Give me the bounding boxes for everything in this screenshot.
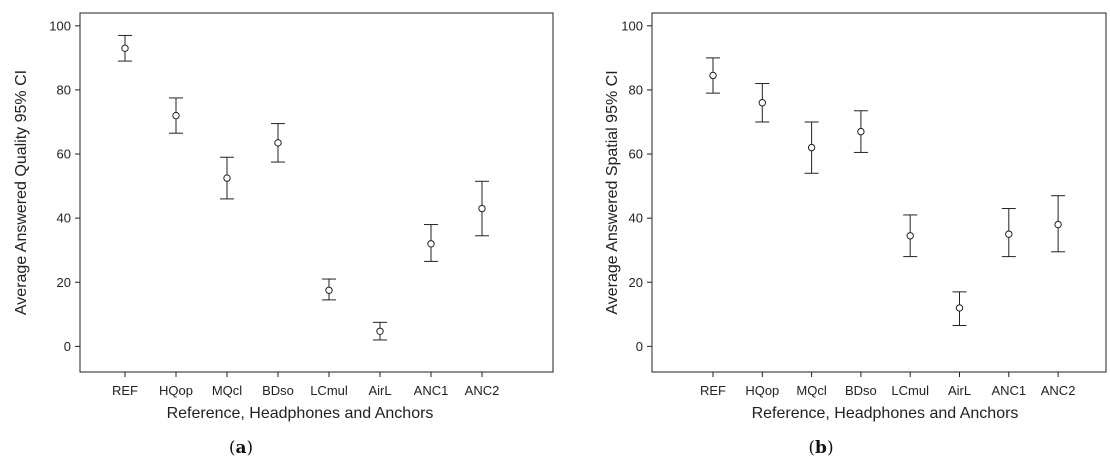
mean-point xyxy=(121,44,129,52)
y-tick-label-a: 60 xyxy=(57,147,71,162)
errorbar-a-hqop xyxy=(169,97,183,134)
mean-point xyxy=(274,139,282,147)
errorbar-a-anc1 xyxy=(424,224,438,262)
mean-point xyxy=(1054,220,1062,229)
x-tick-label-b: MQcl xyxy=(796,383,826,398)
plot-frame-a xyxy=(79,12,554,373)
x-tick-label-a: AirL xyxy=(368,383,391,398)
x-tick-label-a: HQop xyxy=(159,383,193,398)
x-axis-title-a: Reference, Headphones and Anchors xyxy=(167,405,434,422)
y-tick-label-a: 40 xyxy=(57,211,71,226)
x-axis-title-b: Reference, Headphones and Anchors xyxy=(752,405,1019,422)
x-tick-label-b: REF xyxy=(700,383,726,398)
y-tick-label-b: 20 xyxy=(629,275,643,290)
x-tick-label-b: AirL xyxy=(948,383,971,398)
errorbar-a-bdso xyxy=(271,123,285,163)
mean-point xyxy=(427,240,435,248)
mean-point xyxy=(376,327,384,335)
panel-label-b-text: b xyxy=(815,438,827,458)
x-tick-label-a: MQcl xyxy=(212,383,242,398)
y-axis-title-a: Average Answered Quality 95% CI xyxy=(13,70,30,315)
mean-point xyxy=(223,174,231,182)
x-tick-label-b: BDso xyxy=(845,383,877,398)
x-tick-label-a: BDso xyxy=(262,383,294,398)
errorbar-a-lcmul xyxy=(322,278,336,301)
errorbar-b-airl xyxy=(952,291,967,327)
x-tick-label-a: ANC1 xyxy=(414,383,449,398)
x-tick-label-b: ANC2 xyxy=(1041,383,1076,398)
y-tick-label-b: 40 xyxy=(629,211,643,226)
errorbar-a-airl xyxy=(373,321,387,341)
x-tick-label-a: LCmul xyxy=(310,383,348,398)
mean-point xyxy=(758,99,767,107)
mean-point xyxy=(478,204,486,213)
mean-point xyxy=(955,304,964,312)
chart-a-svg: 0 20 40 60 80 100 REF HQop MQcl BDso LCmul AirL ANC1… xyxy=(13,12,554,422)
y-tick-label-a: 100 xyxy=(49,18,71,33)
errorbar-b-lcmul xyxy=(903,214,918,258)
errorbar-b-anc2 xyxy=(1051,195,1066,253)
x-tick-label-a: REF xyxy=(112,383,138,398)
y-tick-label-a: 20 xyxy=(57,275,71,290)
chart-panel-a: 0 20 40 60 80 100 REF HQop MQcl BDso LCmul AirL ANC1… xyxy=(13,12,554,458)
mean-point xyxy=(807,143,816,152)
errorbar-a-anc2 xyxy=(475,180,489,237)
panel-label-a-text: a xyxy=(235,438,247,458)
x-tick-label-b: ANC1 xyxy=(991,383,1026,398)
y-tick-label-a: 80 xyxy=(57,82,71,97)
y-tick-label-b: 60 xyxy=(629,147,643,162)
plot-frame-b xyxy=(651,12,1107,373)
mean-point xyxy=(857,127,865,136)
mean-point xyxy=(172,111,180,120)
x-tick-label-a: ANC2 xyxy=(465,383,500,398)
chart-panel-b: 0 20 40 60 80 100 REF HQop MQcl BDso LCmul AirL ANC1… xyxy=(555,0,1110,467)
panel-label-b: (b) xyxy=(808,438,834,458)
x-tick-label-b: HQop xyxy=(745,383,779,398)
errorbar-b-ref xyxy=(706,57,720,94)
y-tick-label-a: 0 xyxy=(64,339,71,354)
errorbar-b-mqcl xyxy=(804,121,819,174)
panel-label-a: (a) xyxy=(228,438,254,458)
mean-point xyxy=(1005,230,1013,238)
x-tick-label-b: LCmul xyxy=(891,383,929,398)
errorbar-a-ref xyxy=(118,34,132,62)
mean-point xyxy=(709,71,717,80)
y-axis-title-b: Average Answered Spatial 95% CI xyxy=(604,70,621,314)
mean-point xyxy=(325,286,333,294)
y-tick-label-b: 80 xyxy=(629,82,643,97)
mean-point xyxy=(906,232,914,240)
y-tick-label-b: 100 xyxy=(621,18,643,33)
y-tick-label-b: 0 xyxy=(636,339,643,354)
errorbar-b-hqop xyxy=(755,83,770,123)
errorbar-b-bdso xyxy=(853,110,868,153)
chart-b-svg: 0 20 40 60 80 100 REF HQop MQcl BDso LCmul AirL ANC1… xyxy=(604,12,1107,422)
errorbar-a-mqcl xyxy=(220,156,234,200)
errorbar-b-anc1 xyxy=(1001,208,1016,258)
